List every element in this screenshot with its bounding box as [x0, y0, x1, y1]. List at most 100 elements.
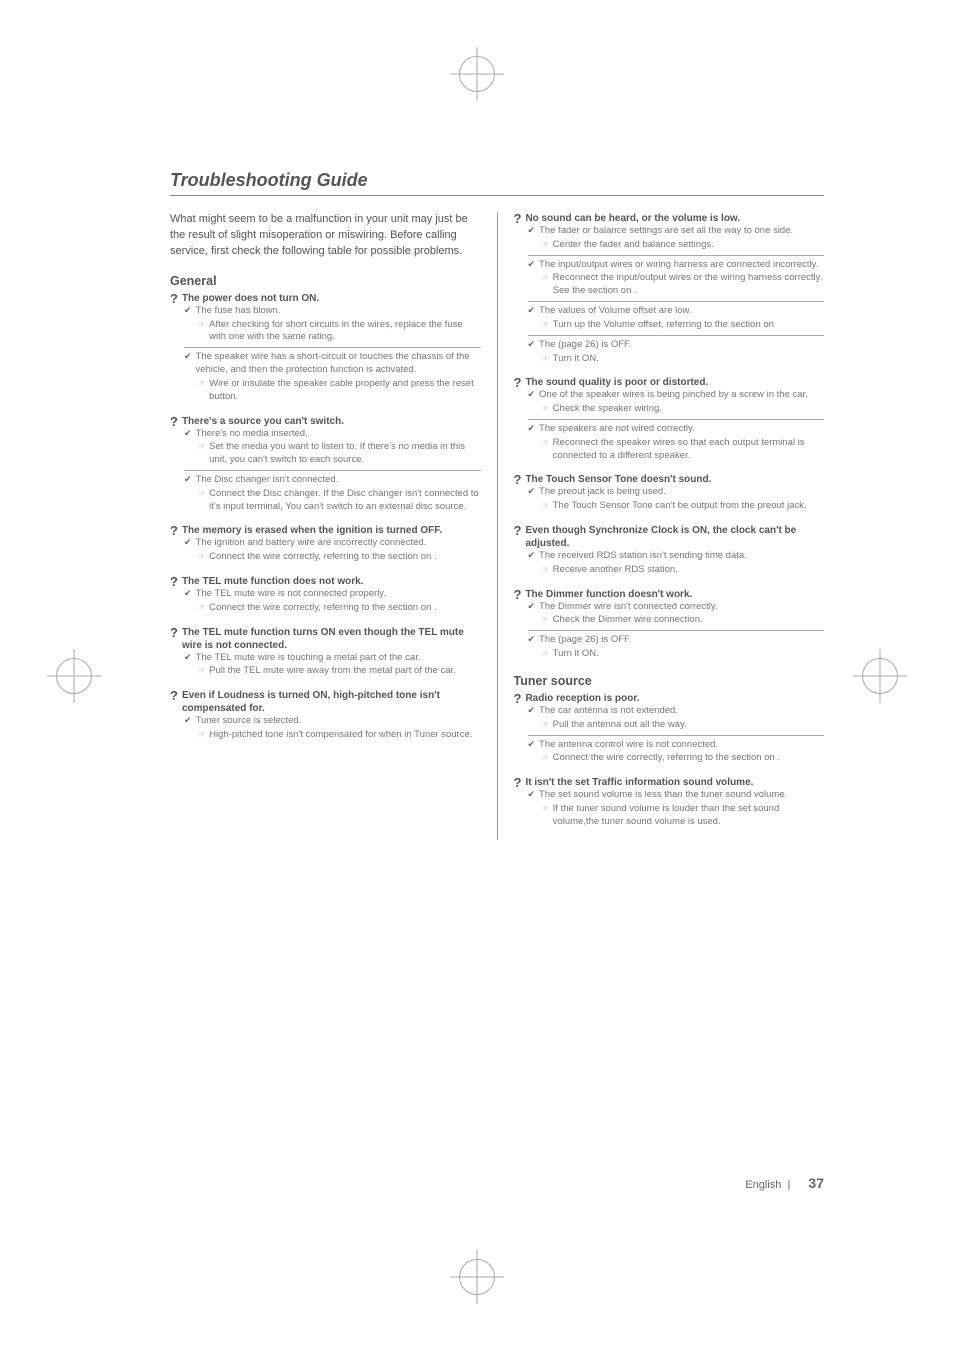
registration-mark-bottom: [459, 1259, 495, 1295]
pointer-icon: ☞: [542, 648, 549, 660]
solution-text: Check the Dimmer wire connection.: [553, 614, 824, 627]
check-icon: ✔: [184, 305, 192, 317]
question-text: It isn't the set Traffic information sou…: [525, 776, 824, 789]
question-text: Even if Loudness is turned ON, high-pitc…: [182, 689, 481, 715]
section-heading-tuner: Tuner source: [514, 674, 825, 688]
cause-text: Tuner source is selected.: [196, 715, 481, 728]
pointer-icon: ☞: [542, 403, 549, 415]
pointer-icon: ☞: [198, 319, 205, 331]
check-icon: ✔: [528, 550, 536, 562]
check-icon: ✔: [528, 339, 536, 351]
pointer-icon: ☞: [542, 564, 549, 576]
check-icon: ✔: [184, 351, 192, 363]
cause-text: There's no media inserted.: [196, 428, 481, 441]
pointer-icon: ☞: [198, 551, 205, 563]
solution-text: If the tuner sound volume is louder than…: [553, 803, 824, 829]
question-mark-icon: ?: [170, 689, 178, 702]
question-text: No sound can be heard, or the volume is …: [525, 212, 824, 225]
pointer-icon: ☞: [198, 441, 205, 453]
registration-mark-right: [862, 658, 898, 694]
pointer-icon: ☞: [542, 239, 549, 251]
right-column: ? No sound can be heard, or the volume is…: [514, 212, 825, 840]
pointer-icon: ☞: [542, 437, 549, 449]
question-text: Even though Synchronize Clock is ON, the…: [525, 524, 824, 550]
solution-text: The Touch Sensor Tone can't be output fr…: [553, 500, 824, 513]
cause-item: ✔The preout jack is being used.☞The Touc…: [528, 486, 825, 516]
column-divider: [497, 212, 498, 840]
cause-item: ✔The ignition and battery wire are incor…: [184, 537, 481, 567]
question-block: ?The sound quality is poor or distorted.…: [514, 376, 825, 465]
question-mark-icon: ?: [514, 776, 522, 789]
solution-text: Receive another RDS station.: [553, 564, 824, 577]
footer-separator: |: [784, 1179, 796, 1191]
cause-text: The set sound volume is less than the tu…: [539, 789, 824, 802]
cause-text: The values of Volume offset are low.: [539, 305, 824, 318]
check-icon: ✔: [528, 389, 536, 401]
cause-item: ✔One of the speaker wires is being pinch…: [528, 389, 825, 420]
question-mark-icon: ?: [170, 524, 178, 537]
cause-text: The preout jack is being used.: [539, 486, 824, 499]
check-icon: ✔: [528, 259, 536, 271]
pointer-icon: ☞: [542, 319, 549, 331]
cause-list: ✔The fuse has blown.☞After checking for …: [170, 305, 481, 407]
cause-item: ✔The Dimmer wire isn't connected correct…: [528, 601, 825, 632]
pointer-icon: ☞: [542, 752, 549, 764]
cause-text: The antenna control wire is not connecte…: [539, 739, 824, 752]
check-icon: ✔: [528, 305, 536, 317]
question-block: ?Radio reception is poor.✔The car antenn…: [514, 692, 825, 768]
page-footer: English | 37: [745, 1175, 824, 1191]
check-icon: ✔: [528, 486, 536, 498]
check-icon: ✔: [528, 601, 536, 613]
cause-list: ✔The TEL mute wire is not connected prop…: [170, 588, 481, 618]
page-content: Troubleshooting Guide What might seem to…: [170, 170, 824, 840]
section-heading-general: General: [170, 274, 481, 288]
question-mark-icon: ?: [170, 626, 178, 639]
solution-text: Pull the TEL mute wire away from the met…: [209, 665, 480, 678]
check-icon: ✔: [528, 739, 536, 751]
intro-paragraph: What might seem to be a malfunction in y…: [170, 212, 481, 260]
cause-text: The car antenna is not extended.: [539, 705, 824, 718]
left-column: What might seem to be a malfunction in y…: [170, 212, 481, 840]
question-block: ?The memory is erased when the ignition …: [170, 524, 481, 567]
pointer-icon: ☞: [542, 272, 549, 284]
question-text: Radio reception is poor.: [525, 692, 824, 705]
solution-text: Set the media you want to listen to. If …: [209, 441, 480, 467]
cause-text: The speaker wire has a short-circuit or …: [196, 351, 481, 377]
check-icon: ✔: [184, 715, 192, 727]
solution-text: Turn it ON.: [553, 648, 824, 661]
cause-list: ✔The ignition and battery wire are incor…: [170, 537, 481, 567]
cause-text: The fader or balance settings are set al…: [539, 225, 824, 238]
check-icon: ✔: [528, 705, 536, 717]
solution-text: High-pitched tone isn't compensated for …: [209, 729, 480, 742]
question-block: ?Even though Synchronize Clock is ON, th…: [514, 524, 825, 580]
cause-list: ✔The set sound volume is less than the t…: [514, 789, 825, 831]
solution-text: Pull the antenna out all the way.: [553, 719, 824, 732]
solution-text: Check the speaker wiring.: [553, 403, 824, 416]
cause-text: The (page 26) is OFF.: [539, 339, 824, 352]
cause-item: ✔The (page 26) is OFF.☞Turn it ON.: [528, 339, 825, 369]
pointer-icon: ☞: [542, 353, 549, 365]
cause-item: ✔The fuse has blown.☞After checking for …: [184, 305, 481, 348]
question-mark-icon: ?: [514, 524, 522, 537]
question-text: The sound quality is poor or distorted.: [525, 376, 824, 389]
check-icon: ✔: [528, 225, 536, 237]
cause-text: The TEL mute wire is touching a metal pa…: [196, 652, 481, 665]
solution-text: Reconnect the speaker wires so that each…: [553, 437, 824, 463]
question-text: The Touch Sensor Tone doesn't sound.: [525, 473, 824, 486]
page-title: Troubleshooting Guide: [170, 170, 824, 196]
question-mark-icon: ?: [170, 575, 178, 588]
cause-list: ✔ There's no media inserted.☞ Set the medi…: [170, 428, 481, 517]
check-icon: ✔: [528, 634, 536, 646]
solution-text: Connect the wire correctly, referring to…: [209, 602, 480, 615]
pointer-icon: ☞: [542, 614, 549, 626]
question-text: The Dimmer function doesn't work.: [525, 588, 824, 601]
cause-text: The speakers are not wired correctly.: [539, 423, 824, 436]
question-block: ?It isn't the set Traffic information so…: [514, 776, 825, 831]
check-icon: ✔: [184, 428, 192, 440]
footer-page-number: 37: [808, 1175, 824, 1191]
check-icon: ✔: [184, 652, 192, 664]
footer-language: English: [745, 1179, 781, 1191]
question-block: ?The Dimmer function doesn't work.✔The D…: [514, 588, 825, 664]
cause-item: ✔ The TEL mute wire is touching a metal p…: [184, 652, 481, 682]
question-mark-icon: ?: [170, 415, 178, 428]
